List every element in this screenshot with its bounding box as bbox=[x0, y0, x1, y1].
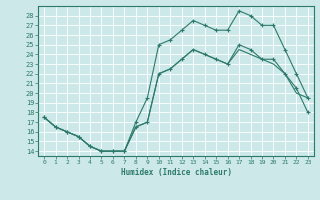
X-axis label: Humidex (Indice chaleur): Humidex (Indice chaleur) bbox=[121, 168, 231, 177]
